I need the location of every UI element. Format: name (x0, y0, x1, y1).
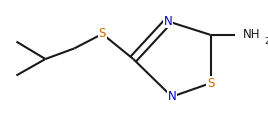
Text: N: N (168, 90, 176, 103)
Text: S: S (99, 27, 106, 40)
Text: N: N (164, 15, 172, 28)
Text: NH: NH (242, 28, 260, 41)
Text: 2: 2 (264, 37, 268, 46)
Text: S: S (207, 77, 214, 90)
